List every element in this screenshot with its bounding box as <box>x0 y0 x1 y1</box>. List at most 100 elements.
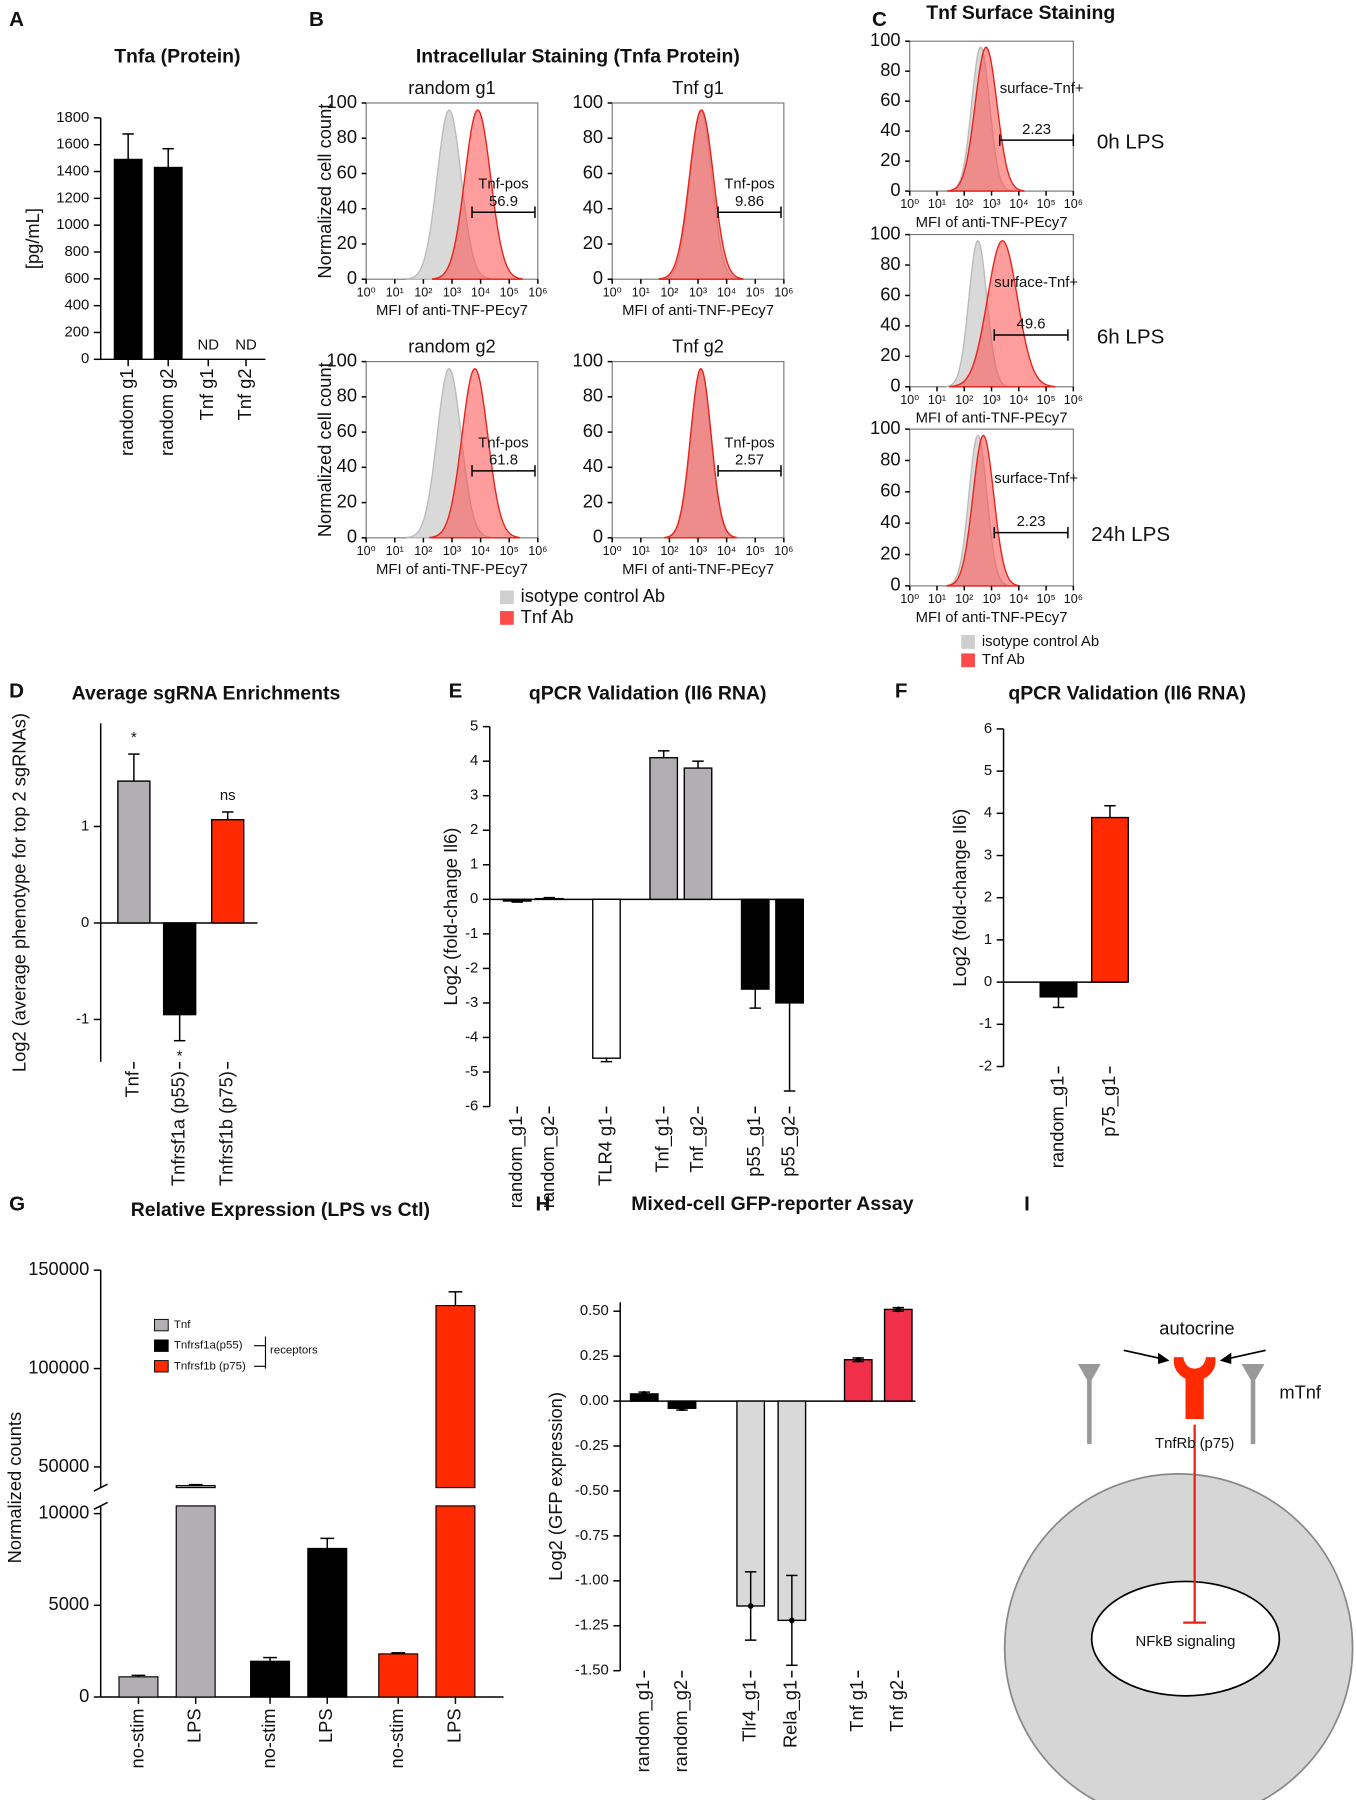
y-tick-label: 40 <box>583 197 603 218</box>
y-tick-label: 5 <box>984 763 992 779</box>
nucleus <box>1090 1580 1281 1697</box>
panel-letter: I <box>1024 1192 1030 1215</box>
x-tick-label: 10⁶ <box>528 544 547 558</box>
x-tick-label: random_g2 <box>670 1680 692 1773</box>
x-tick-label: 10² <box>414 285 432 299</box>
gate-label: surface-Tnf+ <box>1000 81 1084 97</box>
gate-value: 9.86 <box>735 194 764 210</box>
x-tick-label: 10³ <box>982 197 1000 211</box>
y-tick-label: 0 <box>890 375 900 396</box>
diagram-i: I autocrine mTnf TnfRb (p75) NFkB signal… <box>1003 1192 1354 1805</box>
legend-swatch <box>500 590 514 605</box>
bar <box>775 898 804 1004</box>
mean-dot <box>788 1617 795 1624</box>
x-tick-label: 10⁵ <box>1036 592 1055 606</box>
x-tick-label: 10⁰ <box>603 544 622 558</box>
y-tick-label: 100 <box>326 91 357 112</box>
y-tick-label: 20 <box>583 490 603 511</box>
mean-dot <box>855 1356 862 1363</box>
x-tick-label: p55_g1 <box>743 1116 765 1177</box>
y-tick-label: 40 <box>583 455 603 476</box>
y-tick-label: 1 <box>81 818 89 834</box>
y-tick-label: 60 <box>337 161 357 182</box>
y-axis-label: Log2 (GFP expression) <box>545 1392 566 1581</box>
mean-dot <box>679 1405 685 1412</box>
legend-swatch <box>154 1360 169 1373</box>
x-tick-label: LPS <box>443 1708 464 1743</box>
bar <box>883 1308 913 1402</box>
value-label: ND <box>235 338 257 354</box>
bar <box>843 1359 873 1402</box>
y-tick-label: 1800 <box>56 110 89 126</box>
x-tick-label: 10⁶ <box>1064 197 1083 211</box>
y-tick-label: 0 <box>593 526 603 547</box>
x-tick-label: 10⁰ <box>357 544 376 558</box>
y-tick-label: -0.50 <box>575 1483 609 1499</box>
y-tick-label: 0 <box>984 974 992 990</box>
y-axis-label: [pg/mL] <box>22 208 43 269</box>
y-tick-label: -0.25 <box>575 1438 609 1454</box>
chart-title: Tnf Surface Staining <box>926 2 1115 24</box>
x-tick-label: 10¹ <box>632 285 650 299</box>
receptor <box>1173 1357 1216 1419</box>
legend-label: Tnf Ab <box>521 606 574 627</box>
condition-label: 24h LPS <box>1091 523 1170 546</box>
y-tick-label: 0 <box>470 891 478 907</box>
gate-value: 2.23 <box>1017 514 1046 530</box>
x-tick-label: 10⁴ <box>1009 592 1028 606</box>
y-tick-label: 80 <box>880 59 900 80</box>
x-tick-label: 10⁵ <box>1036 197 1055 211</box>
y-tick-label: 1600 <box>56 137 89 153</box>
bar <box>1039 981 1078 998</box>
y-tick-label: 20 <box>880 344 900 365</box>
x-axis-label: MFI of anti-TNF-PEcy7 <box>622 562 774 578</box>
significance-label: * <box>131 730 137 746</box>
x-tick-label: 10³ <box>689 544 707 558</box>
y-tick-label: 100 <box>573 91 604 112</box>
x-tick-label: 10⁴ <box>1009 197 1028 211</box>
y-tick-label: 100 <box>870 222 901 243</box>
y-tick-label: 1200 <box>56 190 89 206</box>
y-tick-label: 0 <box>81 351 89 367</box>
x-tick-label: Tnfrsf1a (p55) <box>167 1071 188 1186</box>
label: autocrine <box>1159 1318 1234 1339</box>
panel-letter: E <box>449 680 463 703</box>
bar <box>113 158 143 361</box>
x-tick-label: no-stim <box>126 1708 147 1768</box>
x-tick-label: Tnf g2 <box>234 368 255 420</box>
chart-title: qPCR Validation (Il6 RNA) <box>1008 683 1246 705</box>
gate-value: 49.6 <box>1017 317 1046 333</box>
y-tick-label: 20 <box>337 490 357 511</box>
y-tick-label: 4 <box>984 805 992 821</box>
x-tick-label: Tnf <box>122 1070 143 1097</box>
membrane-tnf <box>1241 1364 1265 1445</box>
x-axis-label: MFI of anti-TNF-PEcy7 <box>376 562 528 578</box>
x-tick-label: 10⁶ <box>774 544 793 558</box>
membrane-tnf <box>1077 1364 1101 1445</box>
x-tick-label: Tnfrsf1b (p75) <box>216 1071 237 1186</box>
y-tick-label: 60 <box>880 480 900 501</box>
y-axis-label: Normalized counts <box>4 1412 25 1564</box>
x-tick-label: Tnf g1 <box>846 1680 867 1732</box>
value-label: ND <box>198 338 220 354</box>
mean-dot <box>747 1603 754 1609</box>
y-tick-label: 0 <box>890 574 900 595</box>
bar <box>118 1676 159 1698</box>
gate-label: Tnf-pos <box>478 177 528 193</box>
bar <box>740 898 770 990</box>
legend-swatch <box>154 1339 169 1352</box>
y-tick-label: 40 <box>880 511 900 532</box>
histogram-shape <box>658 109 744 280</box>
condition-label: 6h LPS <box>1097 326 1165 349</box>
y-tick-label: 60 <box>880 89 900 110</box>
y-tick-label: 150000 <box>28 1258 89 1279</box>
panel-letter: G <box>9 1192 25 1215</box>
x-tick-label: 10⁰ <box>357 285 376 299</box>
bar <box>1090 816 1129 983</box>
x-tick-label: 10⁴ <box>1009 393 1028 407</box>
y-tick-label: 100 <box>573 349 604 370</box>
bar <box>435 1505 476 1698</box>
gate-label: Tnf-pos <box>478 435 528 451</box>
panel-letter: F <box>895 680 908 703</box>
x-tick-label: 10² <box>955 197 973 211</box>
